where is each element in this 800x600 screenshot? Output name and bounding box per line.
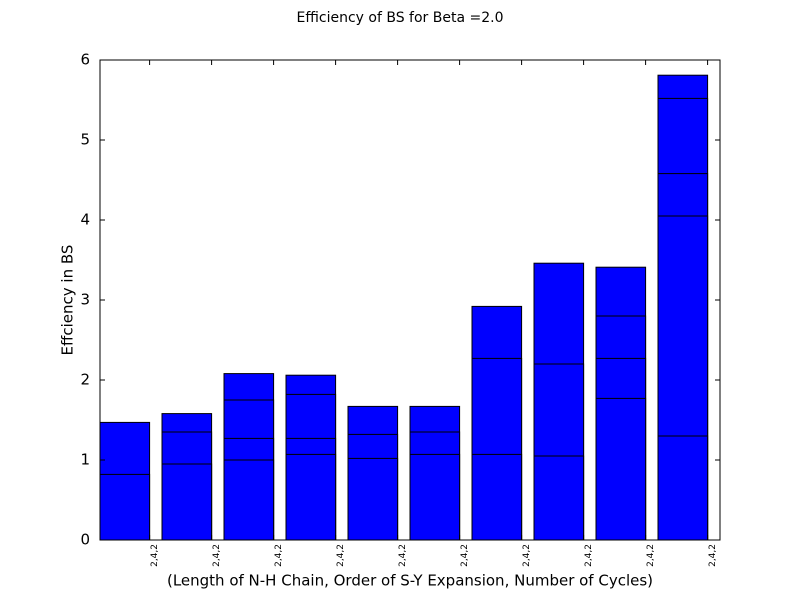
bar [471, 453, 523, 541]
bar [595, 397, 647, 541]
x-tick-label: 2,4,2 [212, 544, 222, 567]
y-tick-label: 6 [80, 51, 90, 69]
bar [409, 453, 461, 541]
bar [657, 435, 709, 541]
x-tick-label: 2,4,2 [646, 544, 656, 567]
x-tick-label: 2,4,2 [150, 544, 160, 567]
bar [161, 463, 213, 541]
x-tick-label: 2,4,2 [336, 544, 346, 567]
chart-title: Efficiency of BS for Beta =2.0 [297, 10, 504, 26]
bar [223, 459, 275, 541]
x-tick-label: 2,4,2 [398, 544, 408, 567]
y-tick-label: 5 [80, 131, 90, 149]
x-tick-label: 2,4,2 [584, 544, 594, 567]
bar [347, 457, 399, 541]
y-tick-label: 3 [80, 291, 90, 309]
y-axis-label: Effciency in BS [59, 245, 77, 356]
bar [99, 473, 151, 541]
bar [533, 455, 585, 541]
y-tick-label: 1 [80, 451, 90, 469]
x-tick-label: 2,4,2 [708, 544, 718, 567]
y-tick-label: 0 [80, 531, 90, 549]
y-tick-label: 4 [80, 211, 90, 229]
y-tick-label: 2 [80, 371, 90, 389]
x-axis-label: (Length of N-H Chain, Order of S-Y Expan… [167, 572, 653, 590]
bar [285, 453, 337, 541]
x-tick-label: 2,4,2 [460, 544, 470, 567]
x-tick-label: 2,4,2 [274, 544, 284, 567]
x-tick-label: 2,4,2 [522, 544, 532, 567]
